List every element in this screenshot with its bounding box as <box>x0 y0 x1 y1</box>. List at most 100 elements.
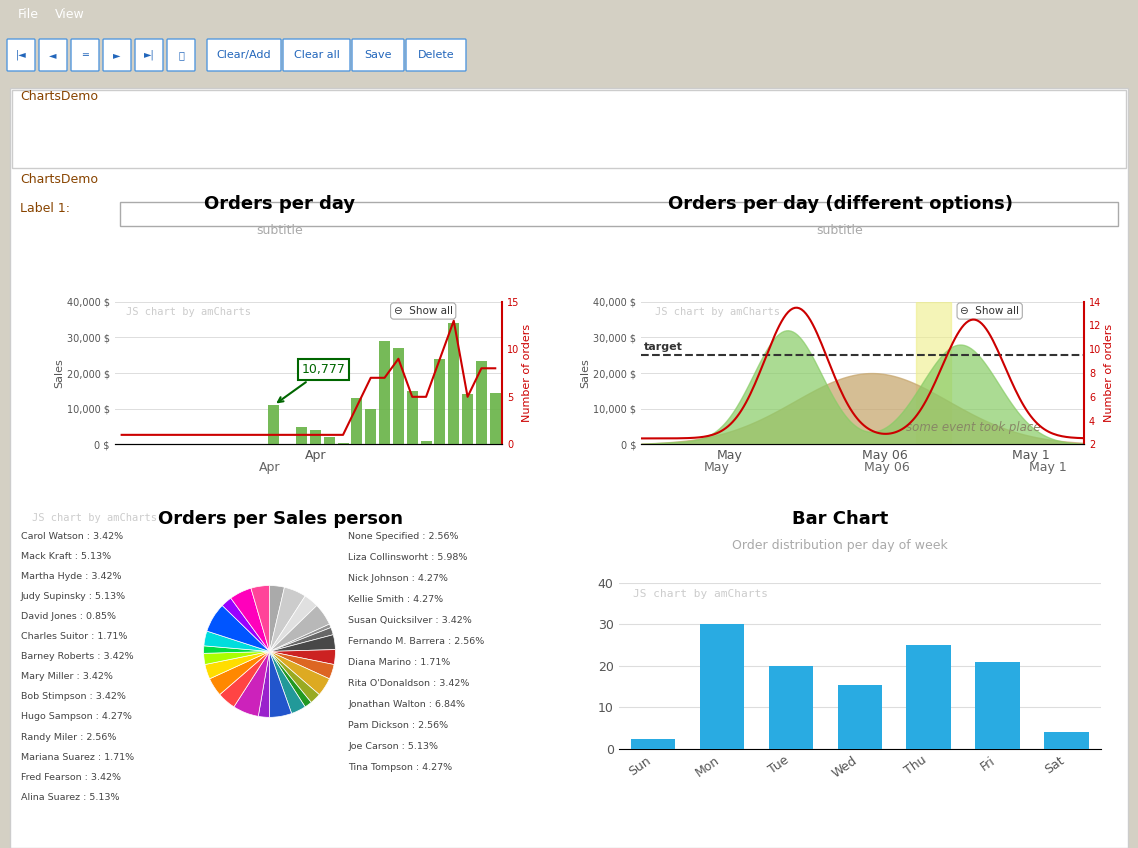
Wedge shape <box>204 631 270 651</box>
Y-axis label: Number of orders: Number of orders <box>1104 324 1114 422</box>
Bar <box>448 323 460 444</box>
Wedge shape <box>234 651 270 717</box>
Text: Nick Johnson : 4.27%: Nick Johnson : 4.27% <box>348 574 448 583</box>
Text: Mary Miller : 3.42%: Mary Miller : 3.42% <box>20 672 113 682</box>
Wedge shape <box>251 586 270 651</box>
Bar <box>1045 733 1089 749</box>
Y-axis label: Sales: Sales <box>580 358 591 388</box>
Text: JS chart by amCharts: JS chart by amCharts <box>32 513 157 523</box>
FancyBboxPatch shape <box>207 39 281 71</box>
Text: Rita O'Donaldson : 3.42%: Rita O'Donaldson : 3.42% <box>348 679 470 689</box>
Text: Mack Kraft : 5.13%: Mack Kraft : 5.13% <box>20 552 110 561</box>
Bar <box>700 624 744 749</box>
Text: 🔍: 🔍 <box>178 50 184 60</box>
FancyBboxPatch shape <box>352 39 404 71</box>
Text: Orders per day (different options): Orders per day (different options) <box>668 195 1013 213</box>
Text: Randy Miler : 2.56%: Randy Miler : 2.56% <box>20 733 116 741</box>
FancyBboxPatch shape <box>167 39 195 71</box>
Wedge shape <box>204 646 270 653</box>
Text: subtitle: subtitle <box>257 224 304 237</box>
Wedge shape <box>209 651 270 695</box>
FancyBboxPatch shape <box>71 39 99 71</box>
Text: Joe Carson : 5.13%: Joe Carson : 5.13% <box>348 742 438 751</box>
Bar <box>462 394 473 444</box>
Text: Susan Quicksilver : 3.42%: Susan Quicksilver : 3.42% <box>348 616 472 625</box>
Text: Apr: Apr <box>258 460 280 474</box>
Text: Orders per day: Orders per day <box>205 195 355 213</box>
Text: Order distribution per day of week: Order distribution per day of week <box>732 538 948 552</box>
Wedge shape <box>270 651 311 707</box>
Bar <box>365 409 377 444</box>
Text: Alina Suarez : 5.13%: Alina Suarez : 5.13% <box>20 793 119 801</box>
Text: View: View <box>55 8 84 21</box>
Text: JS chart by amCharts: JS chart by amCharts <box>633 589 768 600</box>
Y-axis label: Sales: Sales <box>53 358 64 388</box>
Text: May 1: May 1 <box>1030 460 1067 474</box>
Bar <box>768 666 814 749</box>
Y-axis label: Number of orders: Number of orders <box>522 324 533 422</box>
Bar <box>352 398 362 444</box>
Text: subtitle: subtitle <box>817 224 864 237</box>
Bar <box>393 348 404 444</box>
Text: JS chart by amCharts: JS chart by amCharts <box>126 308 251 317</box>
Wedge shape <box>270 634 336 651</box>
Text: Diana Marino : 1.71%: Diana Marino : 1.71% <box>348 658 451 667</box>
Bar <box>323 438 335 444</box>
Bar <box>907 645 951 749</box>
Text: Fernando M. Barrera : 2.56%: Fernando M. Barrera : 2.56% <box>348 637 485 646</box>
Wedge shape <box>258 651 270 717</box>
Wedge shape <box>270 588 305 651</box>
Text: File: File <box>18 8 39 21</box>
Bar <box>421 441 431 444</box>
Text: Mariana Suarez : 1.71%: Mariana Suarez : 1.71% <box>20 752 134 762</box>
Text: Barney Roberts : 3.42%: Barney Roberts : 3.42% <box>20 652 133 661</box>
Bar <box>269 405 280 444</box>
Text: ►: ► <box>114 50 121 60</box>
Wedge shape <box>270 651 291 717</box>
Wedge shape <box>270 628 333 651</box>
Text: Fred Fearson : 3.42%: Fred Fearson : 3.42% <box>20 773 121 782</box>
Bar <box>435 359 445 444</box>
Text: Liza Collinsworht : 5.98%: Liza Collinsworht : 5.98% <box>348 553 468 562</box>
Text: Orders per Sales person: Orders per Sales person <box>157 510 403 527</box>
Text: ◄: ◄ <box>49 50 57 60</box>
Wedge shape <box>270 605 330 651</box>
Text: ⊖  Show all: ⊖ Show all <box>960 306 1020 316</box>
Text: Label 1:: Label 1: <box>20 202 71 215</box>
Bar <box>119 202 1118 226</box>
Wedge shape <box>270 651 335 679</box>
Wedge shape <box>205 651 270 678</box>
Text: May: May <box>703 460 729 474</box>
Text: Bar Chart: Bar Chart <box>792 510 888 527</box>
Text: Clear/Add: Clear/Add <box>216 50 271 60</box>
Text: ChartsDemo: ChartsDemo <box>20 173 98 186</box>
Text: Jonathan Walton : 6.84%: Jonathan Walton : 6.84% <box>348 700 465 709</box>
Wedge shape <box>270 650 336 665</box>
Wedge shape <box>231 589 270 651</box>
Text: 10,777: 10,777 <box>278 363 346 402</box>
Text: Hugo Sampson : 4.27%: Hugo Sampson : 4.27% <box>20 712 132 722</box>
Text: ⊖  Show all: ⊖ Show all <box>394 306 453 316</box>
Bar <box>975 661 1021 749</box>
Wedge shape <box>270 624 331 651</box>
Wedge shape <box>220 651 270 707</box>
Wedge shape <box>207 605 270 651</box>
FancyBboxPatch shape <box>283 39 351 71</box>
FancyBboxPatch shape <box>104 39 131 71</box>
FancyBboxPatch shape <box>135 39 163 71</box>
Text: |◄: |◄ <box>16 50 26 60</box>
Text: Martha Hyde : 3.42%: Martha Hyde : 3.42% <box>20 572 121 582</box>
Text: Bob Stimpson : 3.42%: Bob Stimpson : 3.42% <box>20 693 125 701</box>
Bar <box>630 739 676 749</box>
FancyBboxPatch shape <box>39 39 67 71</box>
Bar <box>13 90 1125 168</box>
Text: David Jones : 0.85%: David Jones : 0.85% <box>20 612 116 622</box>
Text: Kellie Smith : 4.27%: Kellie Smith : 4.27% <box>348 595 443 605</box>
Wedge shape <box>270 596 316 651</box>
Text: Clear all: Clear all <box>294 50 339 60</box>
Bar <box>838 684 882 749</box>
Bar <box>476 360 487 444</box>
Wedge shape <box>270 651 305 713</box>
Text: May 06: May 06 <box>864 460 910 474</box>
Wedge shape <box>270 586 284 651</box>
